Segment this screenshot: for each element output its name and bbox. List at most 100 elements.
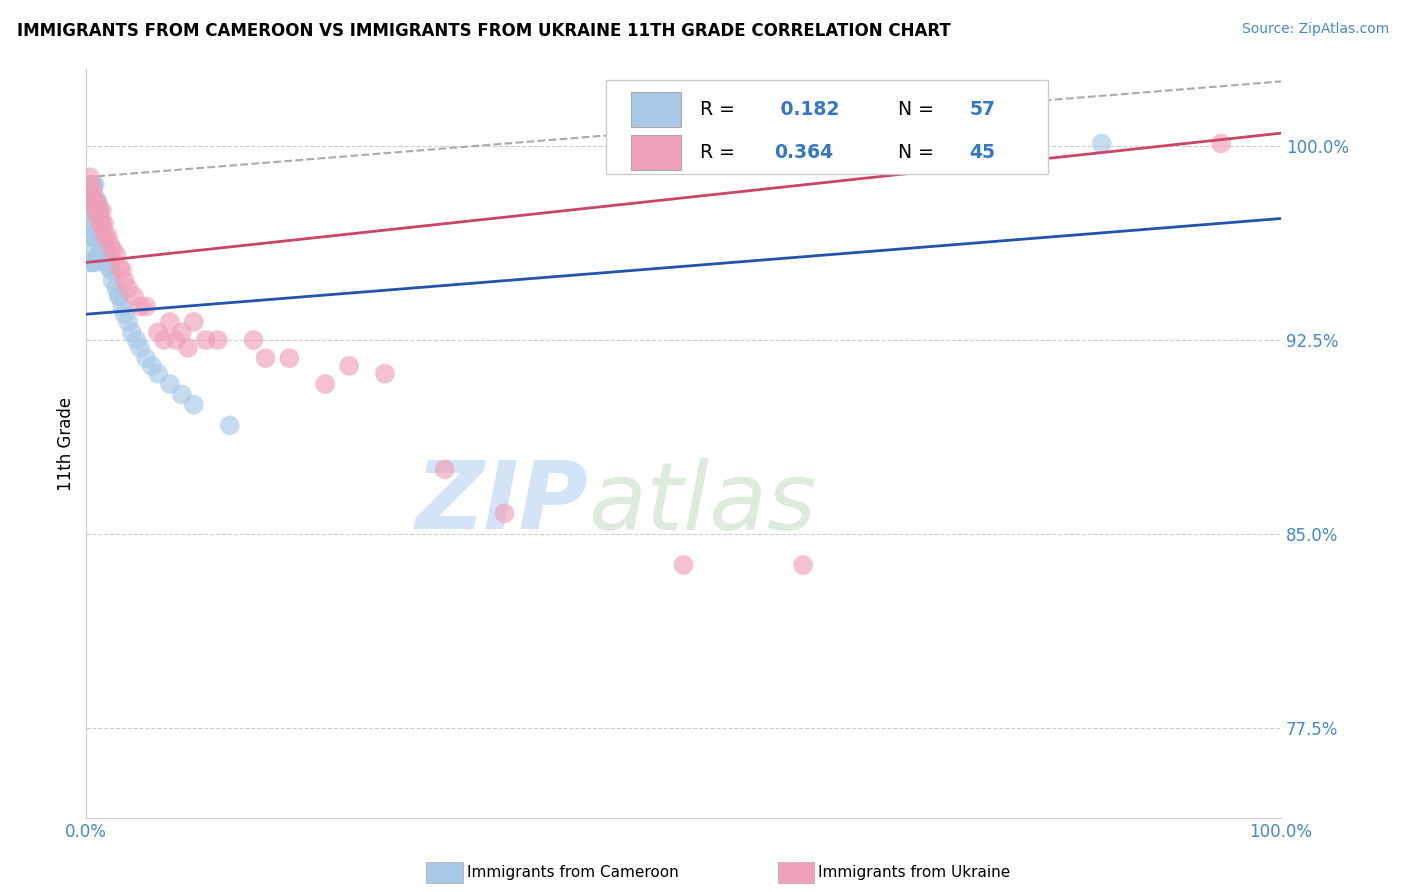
- Point: [82, 178, 104, 192]
- Point: [107, 289, 129, 303]
- Point: [86, 229, 108, 244]
- Point: [129, 341, 152, 355]
- Point: [183, 315, 205, 329]
- Point: [101, 243, 124, 257]
- Point: [672, 558, 695, 572]
- Point: [218, 418, 240, 433]
- Point: [82, 203, 104, 218]
- Point: [183, 398, 205, 412]
- Text: Immigrants from Ukraine: Immigrants from Ukraine: [818, 865, 1011, 880]
- Text: 45: 45: [969, 143, 995, 162]
- Point: [79, 217, 101, 231]
- Y-axis label: 11th Grade: 11th Grade: [58, 396, 75, 491]
- FancyBboxPatch shape: [606, 79, 1047, 174]
- Point: [98, 260, 121, 275]
- Point: [314, 377, 336, 392]
- Text: R =: R =: [700, 143, 741, 162]
- Point: [117, 315, 139, 329]
- Point: [94, 243, 117, 257]
- Point: [89, 203, 111, 218]
- Point: [374, 367, 396, 381]
- Point: [84, 243, 107, 257]
- Point: [177, 341, 200, 355]
- Point: [87, 248, 110, 262]
- Point: [97, 229, 120, 244]
- Point: [83, 178, 105, 192]
- Point: [83, 203, 105, 218]
- FancyBboxPatch shape: [631, 136, 682, 169]
- Point: [80, 203, 103, 218]
- Point: [83, 229, 105, 244]
- Point: [111, 263, 134, 277]
- Point: [91, 229, 114, 244]
- Point: [101, 274, 124, 288]
- Point: [1091, 136, 1114, 151]
- Point: [86, 196, 108, 211]
- Point: [194, 333, 217, 347]
- Point: [146, 367, 169, 381]
- Point: [254, 351, 277, 366]
- Point: [82, 186, 104, 200]
- Point: [135, 351, 157, 366]
- Point: [117, 281, 139, 295]
- Point: [100, 263, 122, 277]
- Point: [80, 178, 103, 192]
- Point: [98, 248, 121, 262]
- Point: [337, 359, 360, 373]
- Point: [114, 274, 136, 288]
- Point: [108, 260, 131, 275]
- Point: [111, 300, 134, 314]
- Point: [84, 203, 107, 218]
- FancyBboxPatch shape: [631, 92, 682, 127]
- Point: [79, 170, 101, 185]
- Text: N =: N =: [886, 143, 939, 162]
- Point: [89, 203, 111, 218]
- Point: [93, 237, 115, 252]
- Point: [125, 333, 148, 347]
- Point: [98, 237, 121, 252]
- Point: [83, 255, 105, 269]
- Point: [207, 333, 229, 347]
- Point: [165, 333, 187, 347]
- Point: [90, 217, 112, 231]
- Point: [83, 196, 105, 211]
- Point: [89, 229, 111, 244]
- Text: atlas: atlas: [588, 458, 817, 549]
- Point: [494, 506, 516, 520]
- Text: 57: 57: [969, 100, 995, 119]
- Text: ZIP: ZIP: [415, 458, 588, 549]
- Point: [84, 217, 107, 231]
- Point: [108, 289, 131, 303]
- Point: [82, 229, 104, 244]
- Point: [170, 326, 193, 340]
- Point: [90, 203, 112, 218]
- Point: [96, 248, 118, 262]
- Point: [82, 191, 104, 205]
- Point: [122, 289, 145, 303]
- Point: [114, 307, 136, 321]
- Point: [159, 315, 181, 329]
- Point: [80, 255, 103, 269]
- Point: [79, 191, 101, 205]
- Point: [90, 217, 112, 231]
- Point: [105, 281, 128, 295]
- Point: [159, 377, 181, 392]
- Point: [87, 222, 110, 236]
- Text: N =: N =: [886, 100, 939, 119]
- Text: 0.182: 0.182: [775, 100, 839, 119]
- Point: [90, 211, 112, 226]
- Point: [84, 191, 107, 205]
- Point: [82, 255, 104, 269]
- Point: [97, 255, 120, 269]
- Point: [86, 203, 108, 218]
- Point: [792, 558, 814, 572]
- Point: [77, 203, 100, 218]
- Point: [141, 359, 163, 373]
- Point: [80, 229, 103, 244]
- Point: [278, 351, 301, 366]
- Point: [90, 237, 112, 252]
- Point: [82, 203, 104, 218]
- Point: [93, 217, 115, 231]
- Point: [170, 387, 193, 401]
- Point: [135, 300, 157, 314]
